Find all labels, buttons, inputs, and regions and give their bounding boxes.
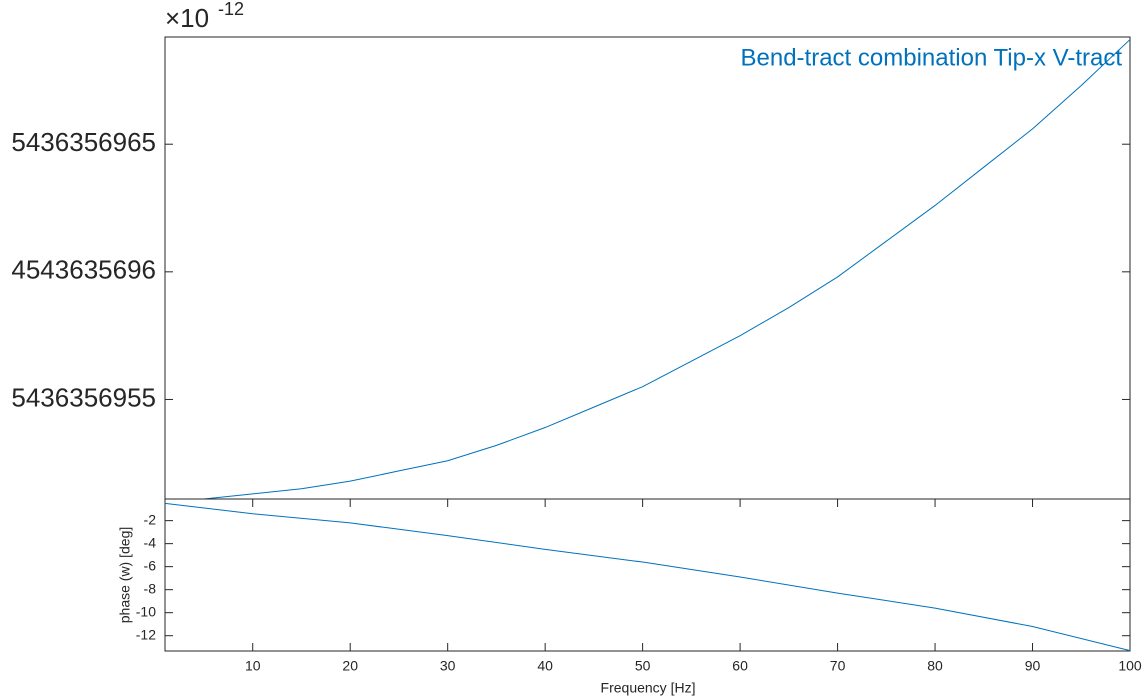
x-tick-label: 90 <box>1025 658 1041 674</box>
axes-box <box>164 498 1131 652</box>
x-axis-label: Frequency [Hz] <box>601 680 696 696</box>
exponent-power: -12 <box>218 0 244 19</box>
y-tick-label: 5436356955 <box>11 382 156 412</box>
x-tick-label: 80 <box>927 658 943 674</box>
y-tick-label: -2 <box>144 511 157 527</box>
x-tick-label: 50 <box>635 658 651 674</box>
y-tick-label: 4543635696 <box>11 255 156 285</box>
y-tick-label: -10 <box>136 603 156 619</box>
x-tick-label: 40 <box>537 658 553 674</box>
exponent: ×10 <box>165 3 209 33</box>
y-tick-label: 5436356965 <box>11 127 156 157</box>
y-tick-label: -12 <box>136 626 156 642</box>
data-line <box>164 502 1131 652</box>
x-tick-label: 30 <box>440 658 456 674</box>
x-tick-label: 70 <box>830 658 846 674</box>
annotation: Bend-tract combination Tip-x V-tract <box>741 44 1123 71</box>
data-line <box>165 39 1131 500</box>
y-tick-label: -8 <box>144 580 157 596</box>
y-tick-label: -4 <box>144 534 157 550</box>
x-tick-label: 100 <box>1118 658 1142 674</box>
y-axis-label: phase (w) [deg] <box>117 527 133 624</box>
x-tick-label: 10 <box>245 658 261 674</box>
x-tick-label: 60 <box>732 658 748 674</box>
y-tick-label: -6 <box>144 557 157 573</box>
x-tick-label: 20 <box>342 658 358 674</box>
